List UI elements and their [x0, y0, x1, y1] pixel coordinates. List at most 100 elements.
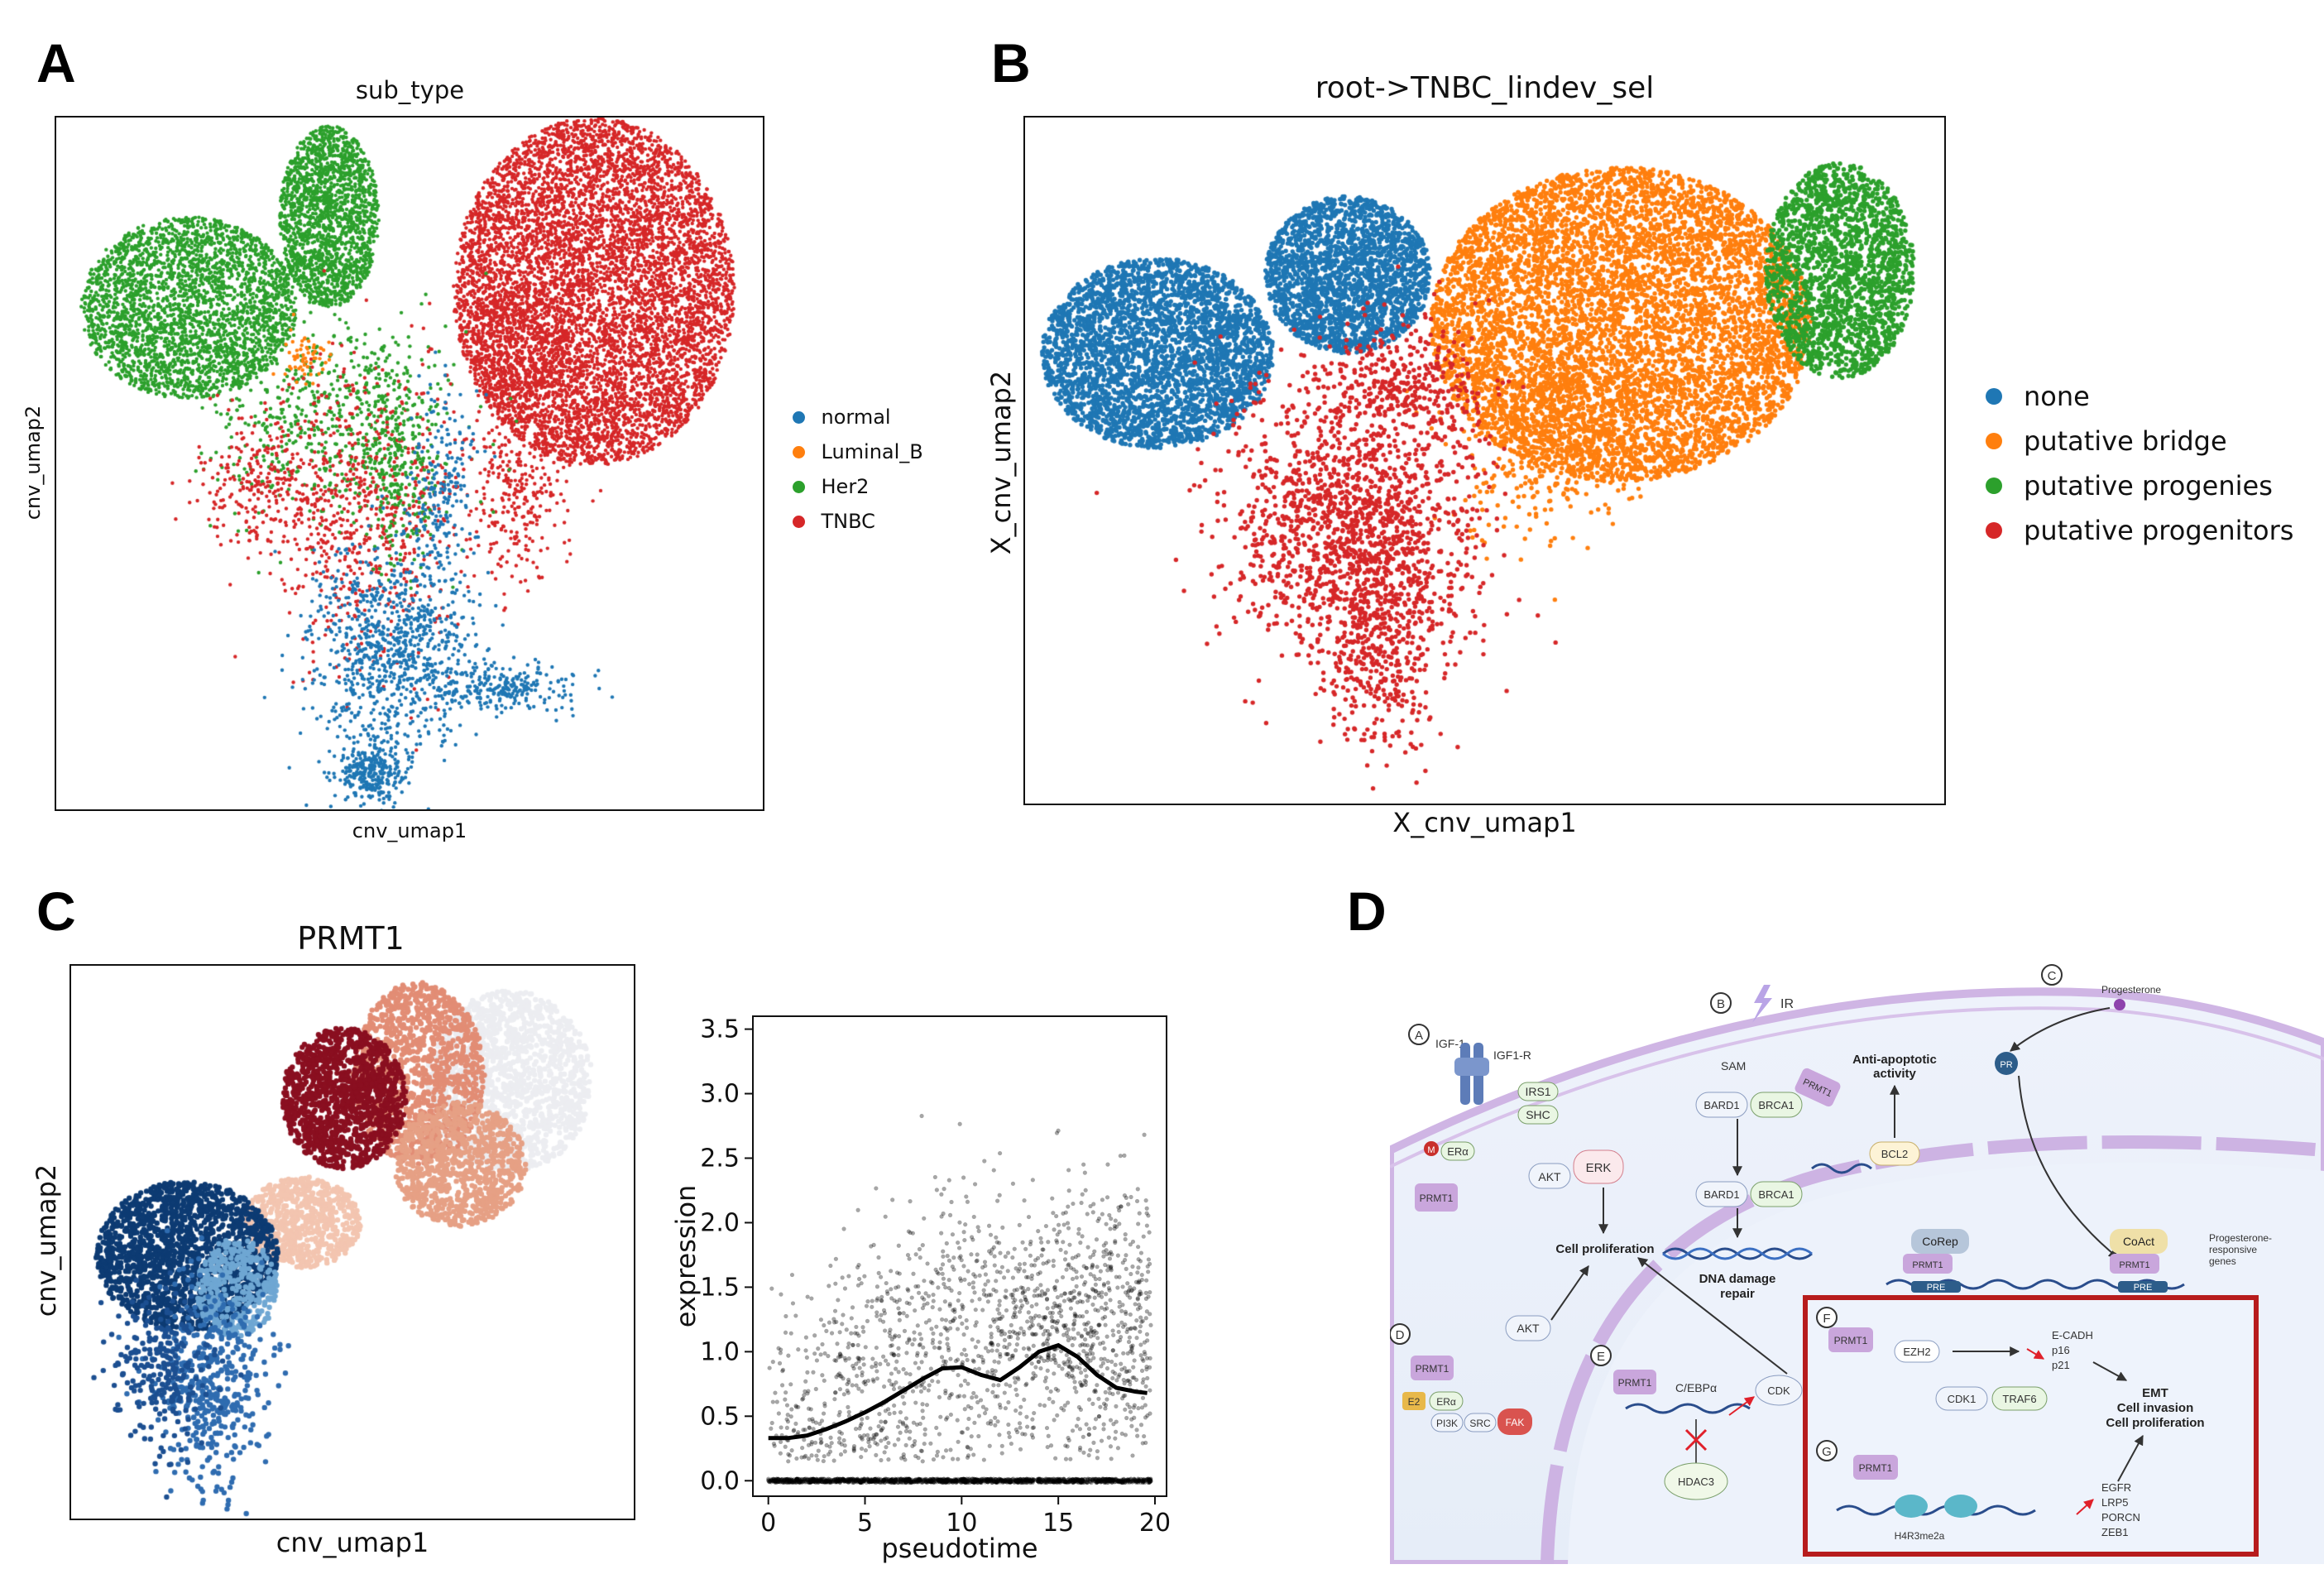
pseudotime-point — [1052, 1319, 1057, 1324]
pseudotime-point — [1036, 1477, 1041, 1482]
pseudotime-point — [1104, 1251, 1109, 1257]
pseudotime-point — [972, 1479, 978, 1484]
pseudotime-point — [966, 1381, 970, 1386]
pseudotime-point — [819, 1418, 825, 1423]
pseudotime-point — [831, 1477, 836, 1482]
label-fak: FAK — [1506, 1417, 1525, 1428]
pseudotime-point — [831, 1477, 837, 1482]
dna-helix-e — [1625, 1403, 1751, 1414]
pseudotime-point — [1026, 1479, 1031, 1484]
pseudotime-point — [845, 1388, 850, 1393]
pseudotime-point — [1065, 1477, 1070, 1483]
pseudotime-point — [865, 1318, 870, 1323]
pseudotime-point — [981, 1457, 986, 1462]
pseudotime-point — [943, 1388, 948, 1394]
pseudotime-point — [789, 1448, 794, 1453]
pseudotime-point — [896, 1477, 901, 1482]
pseudotime-point — [855, 1476, 860, 1481]
pseudotime-point — [1079, 1200, 1084, 1206]
pseudotime-point — [1139, 1272, 1144, 1278]
pseudotime-point — [983, 1272, 989, 1277]
pseudotime-point — [1045, 1288, 1050, 1293]
pseudotime-point — [855, 1477, 860, 1483]
pseudotime-point — [1032, 1293, 1037, 1298]
pseudotime-point — [938, 1266, 943, 1271]
pseudotime-point — [879, 1457, 884, 1463]
pseudotime-point — [931, 1331, 936, 1336]
pseudotime-point — [1028, 1239, 1033, 1244]
pseudotime-point — [1020, 1289, 1026, 1295]
pseudotime-point — [1091, 1202, 1096, 1207]
pseudotime-point — [1103, 1403, 1109, 1408]
pseudotime-point — [1071, 1322, 1076, 1327]
pseudotime-point — [923, 1480, 928, 1485]
pseudotime-point — [1066, 1400, 1071, 1405]
pseudotime-point — [841, 1479, 846, 1484]
pseudotime-point — [1042, 1379, 1047, 1384]
pseudotime-point — [956, 1245, 962, 1250]
arrow-akt-prolif — [1550, 1265, 1589, 1321]
pseudotime-point — [1104, 1478, 1109, 1483]
pseudotime-point — [1144, 1223, 1149, 1228]
pseudotime-point — [1066, 1477, 1071, 1482]
label-d-circle — [1390, 1323, 1411, 1345]
pseudotime-point — [946, 1178, 951, 1183]
pseudotime-point — [1025, 1424, 1030, 1429]
pseudotime-point — [766, 1477, 771, 1483]
pseudotime-point — [935, 1476, 940, 1482]
pseudotime-point — [814, 1478, 819, 1483]
pseudotime-point — [1010, 1275, 1016, 1280]
pseudotime-point — [1119, 1477, 1124, 1482]
pseudotime-point — [792, 1477, 797, 1482]
pseudotime-point — [987, 1249, 992, 1254]
pseudotime-point — [1138, 1423, 1144, 1428]
pseudotime-point — [925, 1301, 930, 1306]
pseudotime-point — [827, 1320, 832, 1325]
pseudotime-point — [1005, 1269, 1010, 1274]
pseudotime-point — [1036, 1476, 1042, 1481]
pseudotime-point — [1059, 1405, 1064, 1411]
pseudotime-point — [985, 1480, 990, 1485]
pseudotime-point — [1138, 1315, 1143, 1320]
pseudotime-point — [916, 1478, 921, 1483]
pseudotime-point — [778, 1479, 783, 1484]
pseudotime-point — [768, 1478, 773, 1484]
pseudotime-point — [1143, 1477, 1148, 1482]
pseudotime-point — [889, 1477, 894, 1482]
pseudotime-point — [1047, 1479, 1052, 1484]
pseudotime-point — [790, 1477, 795, 1483]
pseudotime-point — [942, 1477, 947, 1482]
pseudotime-point — [1102, 1479, 1107, 1484]
pseudotime-point — [1000, 1478, 1006, 1484]
pseudotime-point — [859, 1479, 864, 1484]
pseudotime-point — [1055, 1303, 1060, 1308]
label-repair: repair — [1720, 1287, 1755, 1301]
pseudotime-point — [896, 1346, 901, 1351]
pseudotime-point — [1072, 1477, 1077, 1482]
pseudotime-point — [961, 1304, 966, 1309]
pseudotime-point — [908, 1478, 913, 1483]
label-pi3k: PI3K — [1436, 1418, 1458, 1429]
pseudotime-point — [889, 1476, 895, 1481]
pseudotime-point — [920, 1480, 925, 1485]
pseudotime-point — [1080, 1299, 1085, 1304]
pseudotime-point — [929, 1480, 934, 1485]
pseudotime-ylabel: expression — [670, 1185, 702, 1328]
pseudotime-point — [892, 1480, 897, 1485]
pseudotime-point — [851, 1366, 856, 1371]
pseudotime-point — [994, 1279, 999, 1284]
pseudotime-point — [972, 1480, 977, 1485]
legend-swatch — [1986, 522, 2002, 539]
pseudotime-point — [908, 1230, 913, 1236]
pseudotime-point — [957, 1255, 962, 1260]
pseudotime-point — [868, 1478, 873, 1484]
pseudotime-point — [1099, 1364, 1104, 1369]
pseudotime-point — [973, 1478, 978, 1483]
pseudotime-point — [772, 1443, 777, 1448]
pseudotime-point — [1100, 1476, 1105, 1481]
pseudotime-point — [859, 1454, 864, 1460]
pseudotime-point — [814, 1477, 819, 1482]
pseudotime-point — [1093, 1289, 1099, 1294]
pseudotime-point — [961, 1479, 966, 1484]
pseudotime-point — [939, 1355, 945, 1360]
